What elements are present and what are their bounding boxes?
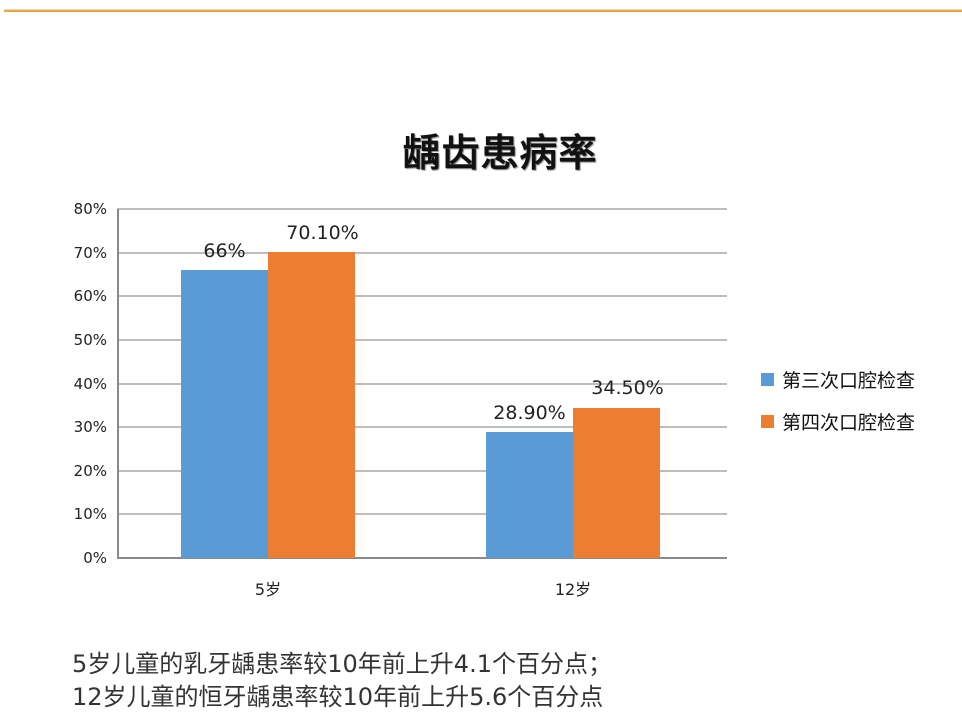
y-tick-label: 30%	[73, 418, 107, 437]
data-label: 28.90%	[493, 401, 566, 424]
data-label: 70.10%	[286, 222, 359, 245]
gridline	[117, 295, 727, 298]
caption-line-1: 5岁儿童的乳牙龋患率较10年前上升4.1个百分点；	[72, 650, 612, 678]
y-tick-label: 40%	[73, 374, 107, 393]
plot-area: 66% 70.10% 28.90% 34.50%	[117, 208, 727, 559]
bar-series2	[268, 252, 355, 558]
y-tick-label: 80%	[73, 200, 107, 218]
x-axis	[117, 557, 727, 559]
legend: 第三次口腔检查 第四次口腔检查	[761, 366, 915, 450]
legend-swatch-blue	[761, 372, 774, 386]
gridline	[117, 426, 727, 429]
y-tick-label: 50%	[73, 330, 107, 349]
x-tick-label: 5岁	[254, 580, 282, 599]
gridline	[117, 513, 727, 516]
y-tick-label: 70%	[73, 243, 107, 262]
bar-series2	[573, 407, 660, 558]
legend-item-series1: 第三次口腔检查	[761, 366, 915, 392]
gridline	[117, 208, 727, 210]
gridline	[117, 338, 727, 341]
y-tick-label: 10%	[73, 505, 107, 524]
legend-item-series2: 第四次口腔检查	[761, 408, 915, 434]
gridline	[117, 251, 727, 254]
caption: 5岁儿童的乳牙龋患率较10年前上升4.1个百分点； 12岁儿童的恒牙龋患率较10…	[72, 648, 612, 714]
gridline	[117, 469, 727, 472]
x-tick-label: 12岁	[554, 580, 592, 599]
y-tick-label: 20%	[73, 461, 107, 480]
legend-label: 第四次口腔检查	[782, 411, 916, 434]
data-label: 66%	[203, 240, 246, 263]
chart-title: 龋齿患病率	[402, 131, 598, 175]
top-divider	[4, 9, 962, 12]
gridline	[117, 382, 727, 385]
y-tick-label: 60%	[73, 287, 107, 306]
legend-swatch-orange	[761, 414, 774, 428]
caption-line-2: 12岁儿童的恒牙龋患率较10年前上升5.6个百分点	[72, 683, 604, 711]
bar-series1	[486, 431, 573, 558]
data-label: 34.50%	[591, 377, 664, 400]
y-axis	[117, 209, 119, 558]
legend-label: 第三次口腔检查	[782, 369, 916, 392]
bar-series1	[181, 270, 268, 558]
y-tick-label: 0%	[83, 549, 107, 567]
